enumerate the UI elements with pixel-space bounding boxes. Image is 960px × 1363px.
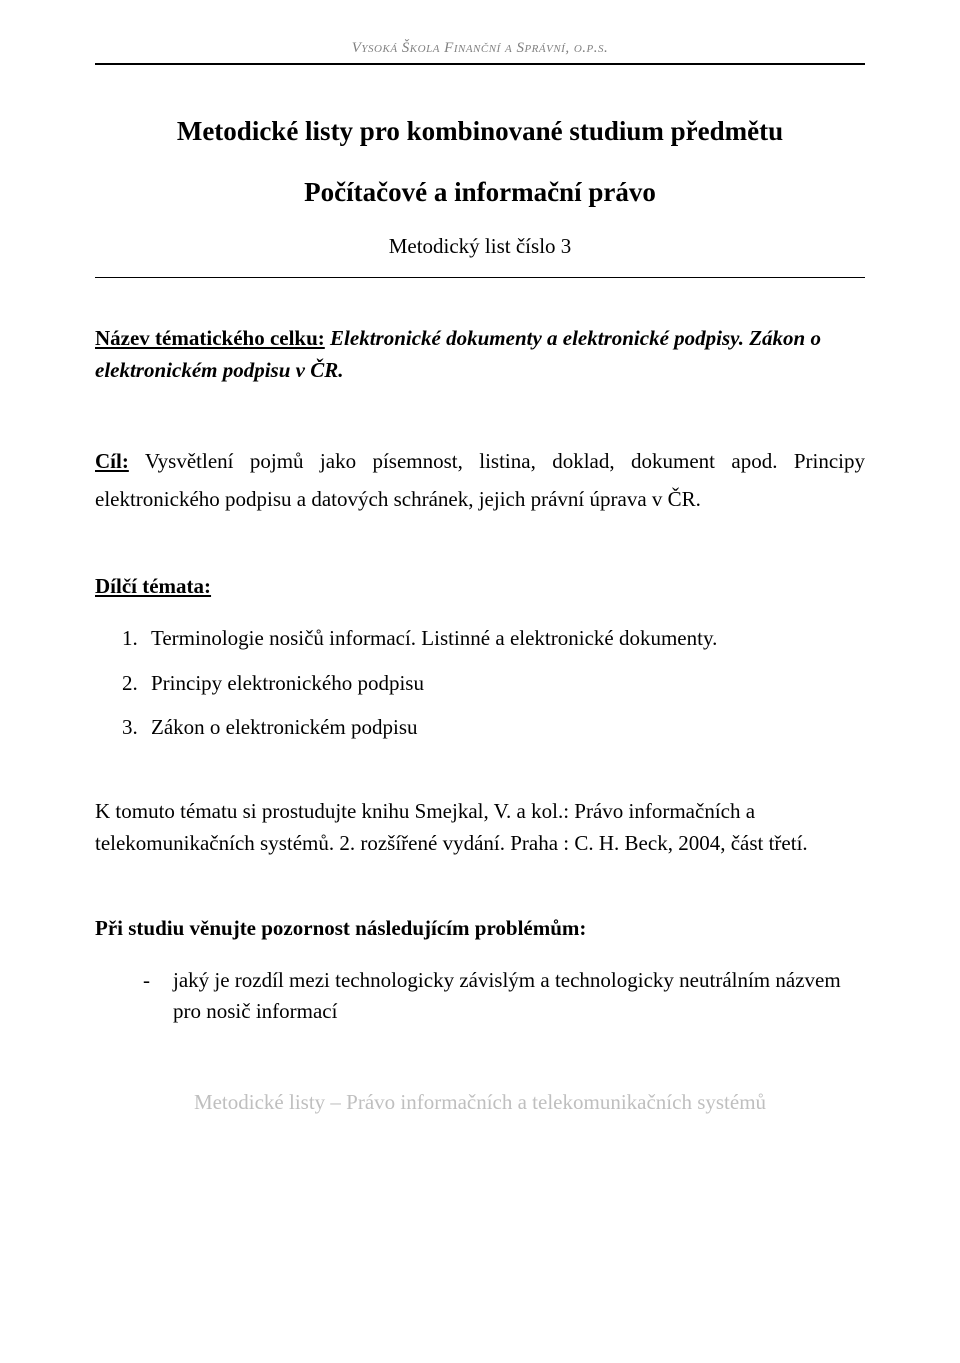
subtopics-list: Terminologie nosičů informací. Listinné …	[95, 623, 865, 742]
title-block: Metodické listy pro kombinované studium …	[95, 113, 865, 259]
list-item: Terminologie nosičů informací. Listinné …	[143, 623, 865, 653]
document-title: Metodické listy pro kombinované studium …	[95, 113, 865, 151]
goal-section: Cíl: Vysvětlení pojmů jako písemnost, li…	[95, 443, 865, 519]
list-item: Principy elektronického podpisu	[143, 668, 865, 698]
goal-label: Cíl:	[95, 449, 129, 473]
page-footer: Metodické listy – Právo informačních a t…	[95, 1090, 865, 1115]
header-rule	[95, 63, 865, 65]
attention-heading: Při studiu věnujte pozornost následující…	[95, 916, 865, 941]
goal-text: Vysvětlení pojmů jako písemnost, listina…	[95, 449, 865, 511]
attention-list: jaký je rozdíl mezi technologicky závisl…	[95, 965, 865, 1028]
page-header-institution: Vysoká Škola Finanční a Správní, o.p.s.	[95, 40, 865, 57]
document-subject: Počítačové a informační právo	[95, 177, 865, 208]
topic-section: Název tématického celku: Elektronické do…	[95, 322, 865, 387]
list-item: Zákon o elektronickém podpisu	[143, 712, 865, 742]
list-item: jaký je rozdíl mezi technologicky závisl…	[143, 965, 865, 1028]
document-list-number: Metodický list číslo 3	[95, 234, 865, 259]
study-instruction: K tomuto tématu si prostudujte knihu Sme…	[95, 795, 865, 860]
subtopics-heading: Dílčí témata:	[95, 574, 865, 599]
topic-label: Název tématického celku:	[95, 326, 325, 350]
title-rule	[95, 277, 865, 278]
